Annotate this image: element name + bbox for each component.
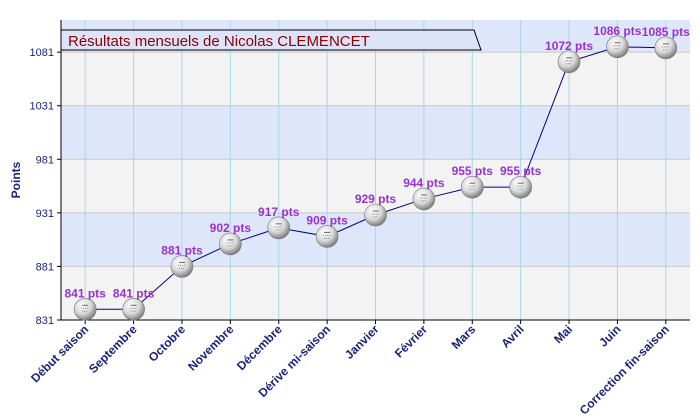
chart-title-box: Résultats mensuels de Nicolas CLEMENCET (60, 29, 482, 51)
y-tick-label: 881 (36, 261, 54, 273)
x-tick-label: Février (392, 322, 430, 360)
data-points (73, 35, 678, 321)
data-point-ball (170, 255, 194, 278)
y-tick-label: 1081 (30, 47, 54, 59)
data-label: 944 pts (403, 176, 445, 190)
data-point-ball (460, 175, 484, 199)
data-point-ball (654, 36, 678, 60)
data-point-ball (412, 187, 436, 211)
data-label: 1072 pts (545, 39, 593, 53)
data-point-ball (219, 232, 242, 256)
y-tick-label: 831 (36, 315, 54, 327)
x-tick-label: Correction fin-saison (577, 322, 672, 417)
chart-title: Résultats mensuels de Nicolas CLEMENCET (68, 33, 370, 50)
vertical-gridlines (84, 20, 667, 320)
y-axis-label: Points (9, 161, 23, 198)
data-label: 902 pts (210, 221, 252, 235)
data-labels: 841 pts 841 pts 881 pts 902 pts 917 pts 909 p… (65, 24, 691, 300)
data-label: 955 pts (452, 164, 494, 178)
x-tick-label: Septembre (86, 322, 140, 376)
data-label: 929 pts (355, 192, 397, 206)
y-axis-ticks: 831 881 931 981 1031 1081 (30, 47, 61, 327)
x-tick-label: Janvier (342, 322, 382, 362)
data-label: 1086 pts (593, 24, 641, 38)
x-tick-label: Mai (551, 322, 575, 346)
x-tick-label: Décembre (234, 322, 285, 373)
x-tick-label: Juin (596, 322, 623, 349)
data-label: 955 pts (500, 164, 542, 178)
y-tick-label: 931 (36, 208, 54, 220)
data-point-ball (364, 203, 387, 227)
x-tick-label: Avril (498, 322, 526, 350)
data-label: 909 pts (306, 213, 348, 227)
data-point-ball (557, 50, 581, 74)
y-tick-label: 981 (36, 154, 54, 166)
x-tick-label: Octobre (146, 322, 189, 365)
data-point-ball (509, 175, 532, 199)
x-tick-label: Novembre (185, 322, 237, 374)
data-label: 917 pts (258, 205, 300, 219)
y-tick-label: 1031 (30, 101, 54, 113)
x-tick-label: Mars (449, 322, 479, 352)
data-point-ball (606, 35, 629, 59)
x-tick-label: Début saison (28, 322, 91, 385)
data-label: 841 pts (113, 286, 155, 300)
data-label: 841 pts (65, 286, 107, 300)
data-point-ball (122, 297, 145, 321)
data-label: 881 pts (161, 243, 203, 257)
data-point-ball (267, 216, 291, 240)
data-point-ball (73, 297, 97, 321)
data-point-ball (315, 225, 339, 248)
data-label: 1085 pts (642, 25, 690, 39)
